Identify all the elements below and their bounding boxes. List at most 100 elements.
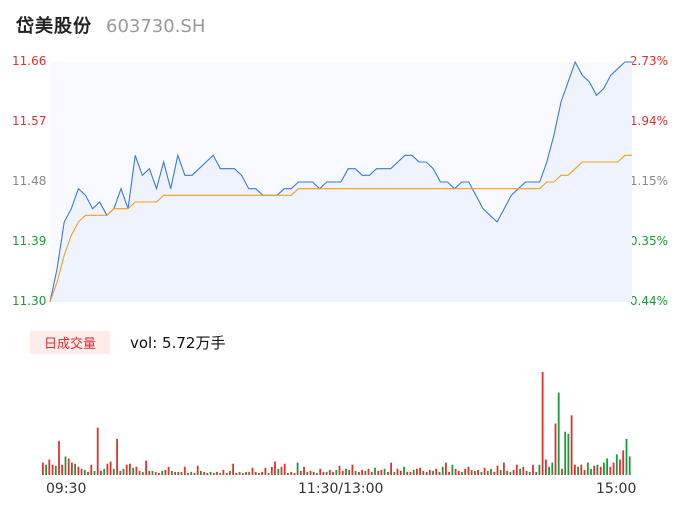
volume-bar (432, 470, 434, 475)
volume-bar (554, 423, 557, 475)
volume-bar (158, 472, 160, 475)
price-tick-2: 11.57 (12, 114, 47, 128)
volume-bar (325, 471, 328, 475)
volume-bar (512, 469, 515, 476)
volume-bar (64, 456, 67, 475)
volume-bar (287, 472, 289, 475)
volume-bar (438, 471, 441, 475)
volume-bar (96, 427, 99, 475)
volume-bar (496, 465, 499, 475)
volume-bar (338, 465, 341, 475)
stock-header: 岱美股份 603730.SH (16, 12, 205, 40)
volume-bar (103, 468, 106, 475)
volume-bar (132, 467, 135, 475)
volume-bar (335, 469, 338, 476)
volume-bar (364, 470, 367, 475)
volume-bar (580, 464, 583, 475)
volume-bar (125, 464, 128, 475)
volume-bar (409, 471, 412, 475)
volume-bar (628, 456, 631, 475)
volume-bar (625, 438, 628, 475)
volume-bar (48, 459, 51, 475)
volume-bar (109, 461, 112, 475)
volume-bar (419, 467, 421, 475)
volume-bar (248, 471, 251, 475)
volume-bar (461, 471, 463, 475)
pct-tick-4: 0.35% (629, 234, 668, 248)
price-tick-top: 11.66 (12, 54, 47, 68)
volume-bar (306, 471, 309, 475)
volume-bar (599, 466, 602, 475)
volume-bar (361, 469, 363, 476)
volume-bar (615, 454, 618, 475)
volume-bar (454, 468, 457, 475)
price-tick-4: 11.39 (12, 234, 47, 248)
volume-bar (545, 459, 547, 475)
volume-bar (90, 464, 93, 475)
volume-bar (393, 471, 396, 475)
volume-bar (303, 466, 305, 475)
volume-bar (264, 467, 267, 475)
volume-bar (174, 471, 176, 475)
volume-bar (470, 469, 473, 476)
volume-bar (428, 469, 431, 476)
volume-bar (570, 415, 573, 475)
volume-bar (177, 471, 180, 475)
volume-bar (564, 431, 567, 475)
pct-tick-mid: 1.15% (629, 174, 668, 188)
volume-bar (87, 471, 89, 475)
volume-bar (51, 464, 54, 475)
volume-bar (138, 470, 141, 475)
volume-bar (283, 463, 286, 475)
volume-bar (351, 464, 354, 475)
volume-bar (541, 372, 544, 475)
volume-bar (258, 472, 260, 475)
volume-bar (612, 462, 615, 475)
volume-bar (528, 471, 531, 475)
volume-bar (486, 470, 489, 475)
volume-bar (380, 469, 383, 476)
volume-bar (190, 471, 193, 475)
volume-bar (171, 470, 173, 475)
volume-bar (532, 464, 534, 475)
volume-bar (241, 472, 244, 475)
volume-bar (590, 468, 592, 475)
volume-bar (328, 469, 331, 476)
volume-bar (561, 468, 563, 475)
volume-bar (235, 472, 238, 475)
volume-bar (93, 470, 96, 475)
volume-badge: 日成交量 (30, 331, 110, 354)
volume-bar (519, 468, 521, 475)
volume-bar (441, 466, 444, 475)
volume-bar (61, 464, 64, 475)
volume-bar (435, 468, 438, 475)
volume-bar (319, 468, 322, 475)
volume-bar (422, 470, 425, 475)
volume-bar (445, 462, 447, 475)
volume-bar (416, 468, 418, 475)
volume-label: vol: 5.72万手 (130, 334, 226, 352)
volume-bar (332, 471, 334, 475)
volume-bar (254, 471, 257, 475)
volume-bar (406, 471, 409, 475)
volume-bar (119, 470, 122, 475)
volume-bar (316, 472, 318, 475)
volume-bar (503, 462, 505, 475)
volume-bar (196, 465, 199, 475)
volume-bar (567, 433, 570, 475)
volume-bar (499, 469, 502, 476)
volume-bar (164, 469, 167, 476)
volume-bar (290, 471, 293, 475)
volume-bar (609, 466, 612, 475)
volume-bar (574, 464, 576, 475)
volume-bar (493, 471, 496, 475)
time-tick-close: 15:00 (596, 481, 637, 497)
volume-bar (193, 472, 196, 475)
volume-bar (583, 469, 586, 476)
volume-bar (270, 466, 273, 475)
price-tick-bottom: 11.30 (12, 294, 47, 308)
volume-bar (403, 466, 405, 475)
volume-bar (232, 463, 234, 475)
volume-bar (387, 471, 389, 475)
volume-bar (354, 470, 357, 475)
